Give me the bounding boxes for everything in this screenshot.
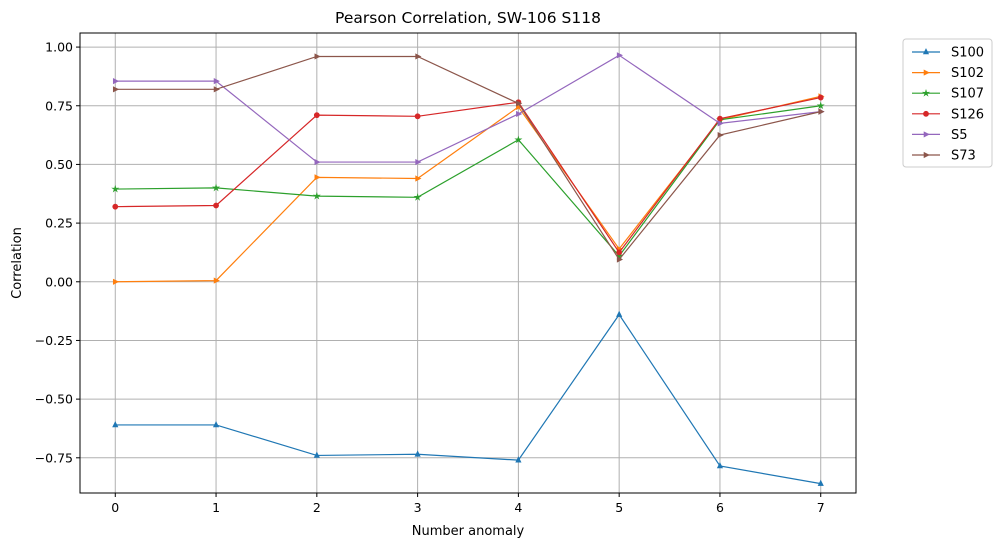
data-point-s5: [213, 78, 220, 85]
data-point-s73: [314, 53, 321, 60]
data-point-s73: [516, 100, 523, 107]
y-tick-label: 0.00: [45, 274, 73, 289]
legend: S100 S102 S107 S126 S5 S73: [902, 38, 993, 168]
legend-marker: [922, 48, 930, 55]
legend-item-s73: S73: [912, 149, 976, 164]
legend-label: S126: [951, 107, 984, 122]
data-point-s5: [314, 158, 321, 166]
data-point-s107: [111, 184, 120, 193]
data-point-s126: [817, 94, 824, 101]
series-line-s102: [115, 95, 821, 283]
data-point-s100: [515, 456, 522, 463]
x-tick-label: 4: [514, 500, 522, 515]
data-point-s100: [716, 462, 724, 469]
x-tick-label: 5: [615, 500, 623, 515]
data-point-s102: [213, 277, 220, 284]
series-s73: [112, 53, 825, 263]
data-point-s73: [213, 86, 220, 93]
y-tick-label: −0.75: [35, 450, 73, 465]
series-line-s73: [115, 55, 821, 261]
series-layer: [111, 52, 825, 486]
y-tick-label: 0.25: [45, 216, 73, 231]
series-s100: [112, 310, 824, 486]
data-point-s5: [717, 120, 724, 127]
y-tick-label: 0.50: [45, 157, 73, 172]
legend-marker: [921, 88, 931, 97]
data-point-s107: [413, 193, 422, 201]
legend-item-s126: S126: [912, 107, 984, 122]
data-point-s100: [112, 421, 119, 428]
data-point-s100: [616, 310, 623, 317]
legend-marker: [923, 131, 930, 138]
y-axis: −0.75 −0.50 −0.25 0.00 0.25 0.50 0.75 1.00: [35, 40, 80, 465]
data-point-s126: [717, 115, 723, 122]
legend-label: S100: [951, 46, 984, 61]
data-point-s100: [313, 451, 320, 458]
data-point-s73: [415, 53, 422, 60]
x-tick-label: 6: [716, 500, 724, 515]
x-axis: 0 1 2 3 4 5 6 7: [111, 493, 825, 515]
y-tick-label: 0.75: [45, 98, 73, 113]
series-line-s5: [115, 54, 821, 163]
data-point-s73: [818, 108, 825, 115]
data-point-s107: [816, 101, 825, 110]
series-s107: [111, 101, 825, 260]
legend-marker: [923, 110, 929, 117]
series-line-s126: [115, 96, 821, 254]
data-point-s5: [616, 52, 624, 59]
legend-item-s5: S5: [912, 128, 968, 143]
series-line-s100: [115, 313, 821, 485]
legend-marker: [923, 151, 930, 159]
data-point-s100: [414, 450, 421, 457]
legend-label: S107: [951, 87, 984, 102]
data-point-s5: [112, 78, 120, 85]
data-point-s102: [112, 278, 120, 285]
data-point-s73: [717, 132, 724, 139]
x-tick-label: 3: [414, 500, 422, 515]
data-point-s126: [414, 113, 421, 120]
data-point-s102: [314, 174, 321, 181]
data-point-s126: [616, 249, 623, 256]
data-point-s73: [616, 256, 624, 263]
legend-item-s107: S107: [912, 87, 984, 102]
y-tick-label: 1.00: [45, 40, 73, 55]
data-point-s126: [213, 202, 219, 209]
data-point-s126: [313, 112, 320, 119]
data-point-s5: [516, 110, 523, 118]
x-tick-label: 2: [313, 500, 321, 515]
data-point-s107: [514, 135, 523, 144]
chart-title: Pearson Correlation, SW-106 S118: [335, 9, 601, 27]
x-tick-label: 7: [817, 500, 825, 515]
y-tick-label: −0.50: [35, 392, 73, 407]
data-point-s107: [212, 183, 221, 192]
legend-label: S73: [951, 149, 976, 164]
x-axis-label: Number anomaly: [412, 524, 525, 539]
legend-item-s102: S102: [912, 66, 984, 81]
y-axis-label: Correlation: [10, 227, 25, 299]
data-point-s102: [415, 175, 422, 182]
legend-label: S5: [951, 128, 968, 143]
data-point-s5: [415, 158, 422, 166]
grid-lines: [80, 33, 856, 493]
legend-marker: [923, 69, 930, 76]
x-tick-label: 0: [111, 500, 119, 515]
y-tick-label: −0.25: [35, 333, 73, 348]
series-line-s107: [115, 105, 821, 257]
plot-frame: [79, 32, 857, 494]
x-tick-label: 1: [212, 500, 220, 515]
data-point-s73: [112, 86, 120, 93]
series-s126: [112, 94, 824, 256]
data-point-s100: [817, 479, 824, 486]
data-point-s107: [312, 191, 321, 200]
legend-item-s100: S100: [912, 46, 984, 61]
data-point-s100: [212, 421, 220, 428]
data-point-s126: [112, 203, 119, 210]
legend-label: S102: [951, 66, 984, 81]
